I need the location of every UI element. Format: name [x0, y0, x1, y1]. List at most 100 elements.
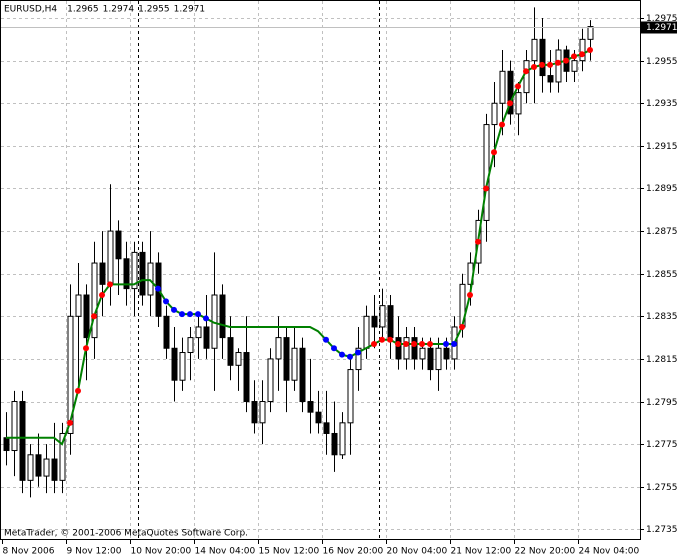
indicator-dot: [83, 345, 89, 352]
indicator-dot: [411, 341, 417, 347]
header-open: 1.2965: [67, 5, 99, 15]
candle-body: [139, 251, 146, 296]
indicator-dot: [371, 341, 377, 347]
indicator-dot: [515, 83, 521, 90]
candle-body: [59, 432, 66, 481]
indicator-dot: [419, 341, 425, 347]
candle-body: [547, 75, 554, 83]
y-tick-label: 1.2875: [646, 227, 678, 237]
candle-body: [3, 437, 10, 452]
indicator-dot: [547, 61, 553, 68]
candle-body: [195, 326, 202, 339]
y-tick-label: 1.2915: [646, 142, 678, 152]
indicator-dot: [499, 121, 505, 128]
candle-body: [227, 337, 234, 366]
y-tick-label: 1.2835: [646, 312, 678, 322]
candle-body: [403, 337, 410, 360]
candle-body: [571, 60, 578, 72]
candle-body: [523, 60, 530, 94]
indicator-dot: [347, 353, 353, 360]
header-close: 1.2971: [174, 5, 206, 15]
marks-layer: [1, 7, 640, 498]
candle-body: [347, 369, 354, 424]
indicator-dot: [507, 100, 513, 107]
candle-body: [283, 337, 290, 381]
candle-body: [19, 401, 26, 481]
y-tick-label: 1.2735: [646, 525, 678, 535]
indicator-dot: [579, 51, 585, 58]
indicator-dot: [483, 185, 489, 192]
candle-body: [11, 401, 18, 452]
indicator-dot: [75, 387, 81, 394]
indicator-dot: [403, 341, 409, 347]
indicator-dot: [571, 53, 577, 60]
indicator-dot: [163, 298, 169, 305]
y-tick-label: 1.2935: [646, 99, 678, 109]
candle-body: [243, 352, 250, 403]
candle-body: [51, 458, 58, 481]
candle-body: [307, 401, 314, 413]
indicator-dot: [531, 64, 537, 71]
indicator-dot: [539, 61, 545, 68]
candle-body: [171, 347, 178, 381]
indicator-dot: [523, 68, 529, 75]
y-tick-label: 1.2855: [646, 270, 678, 280]
plot-frame: [0, 0, 641, 540]
header-high: 1.2974: [103, 5, 135, 15]
indicator-dot: [179, 311, 185, 318]
candle-body: [499, 70, 506, 104]
candle-body: [507, 70, 514, 115]
candle-body: [395, 337, 402, 360]
candle-body: [435, 347, 442, 371]
x-tick-label: 8 Nov 2006: [3, 547, 55, 557]
indicator-dot: [395, 341, 401, 347]
last-price-box: [641, 21, 677, 34]
indicator-dot: [107, 281, 113, 288]
candle-body: [259, 401, 266, 424]
x-tick-label: 22 Nov 20:00: [515, 547, 576, 557]
candle-body: [83, 294, 90, 339]
candle-body: [123, 258, 130, 290]
x-tick-label: 21 Nov 12:00: [451, 547, 512, 557]
indicator-dot: [171, 306, 177, 313]
candle-body: [35, 454, 42, 477]
indicator-dot: [475, 238, 481, 245]
candle-body: [355, 347, 362, 371]
candle-body: [235, 352, 242, 366]
y-tick-label: 1.2895: [646, 184, 678, 194]
candle-body: [299, 347, 306, 403]
x-tick-label: 14 Nov 04:00: [195, 547, 256, 557]
candle-body: [91, 262, 98, 339]
candle-body: [587, 26, 594, 40]
candle-body: [187, 337, 194, 354]
candle-body: [275, 337, 282, 360]
candle-body: [179, 352, 186, 381]
candle-body: [315, 411, 322, 424]
indicator-dot: [443, 341, 449, 347]
y-tick-label: 1.2955: [646, 57, 678, 67]
candle-body: [291, 347, 298, 381]
candle-body: [419, 347, 426, 360]
candle-body: [531, 38, 538, 62]
candle-body: [323, 422, 330, 434]
indicator-dot: [587, 47, 593, 53]
x-tick-label: 20 Nov 04:00: [387, 547, 448, 557]
candle-body: [483, 124, 490, 221]
indicator-dot: [491, 149, 497, 156]
last-price-label: 1.2971: [646, 23, 678, 33]
candle-body: [491, 102, 498, 126]
candle-body: [27, 454, 34, 481]
indicator-dot: [355, 349, 361, 356]
candle-body: [67, 315, 74, 434]
candle-body: [75, 294, 82, 317]
footer: MetaTrader, © 2001-2006 MetaQuotes Softw…: [4, 529, 248, 539]
indicator-dot: [563, 57, 569, 64]
header-low: 1.2955: [138, 5, 170, 15]
y-tick-label: 1.2755: [646, 483, 678, 493]
candle-body: [427, 347, 434, 371]
indicator-dot: [331, 345, 337, 352]
y-tick-label: 1.2795: [646, 398, 678, 408]
indicator-dot: [427, 341, 433, 347]
grid-layer: [1, 1, 640, 540]
